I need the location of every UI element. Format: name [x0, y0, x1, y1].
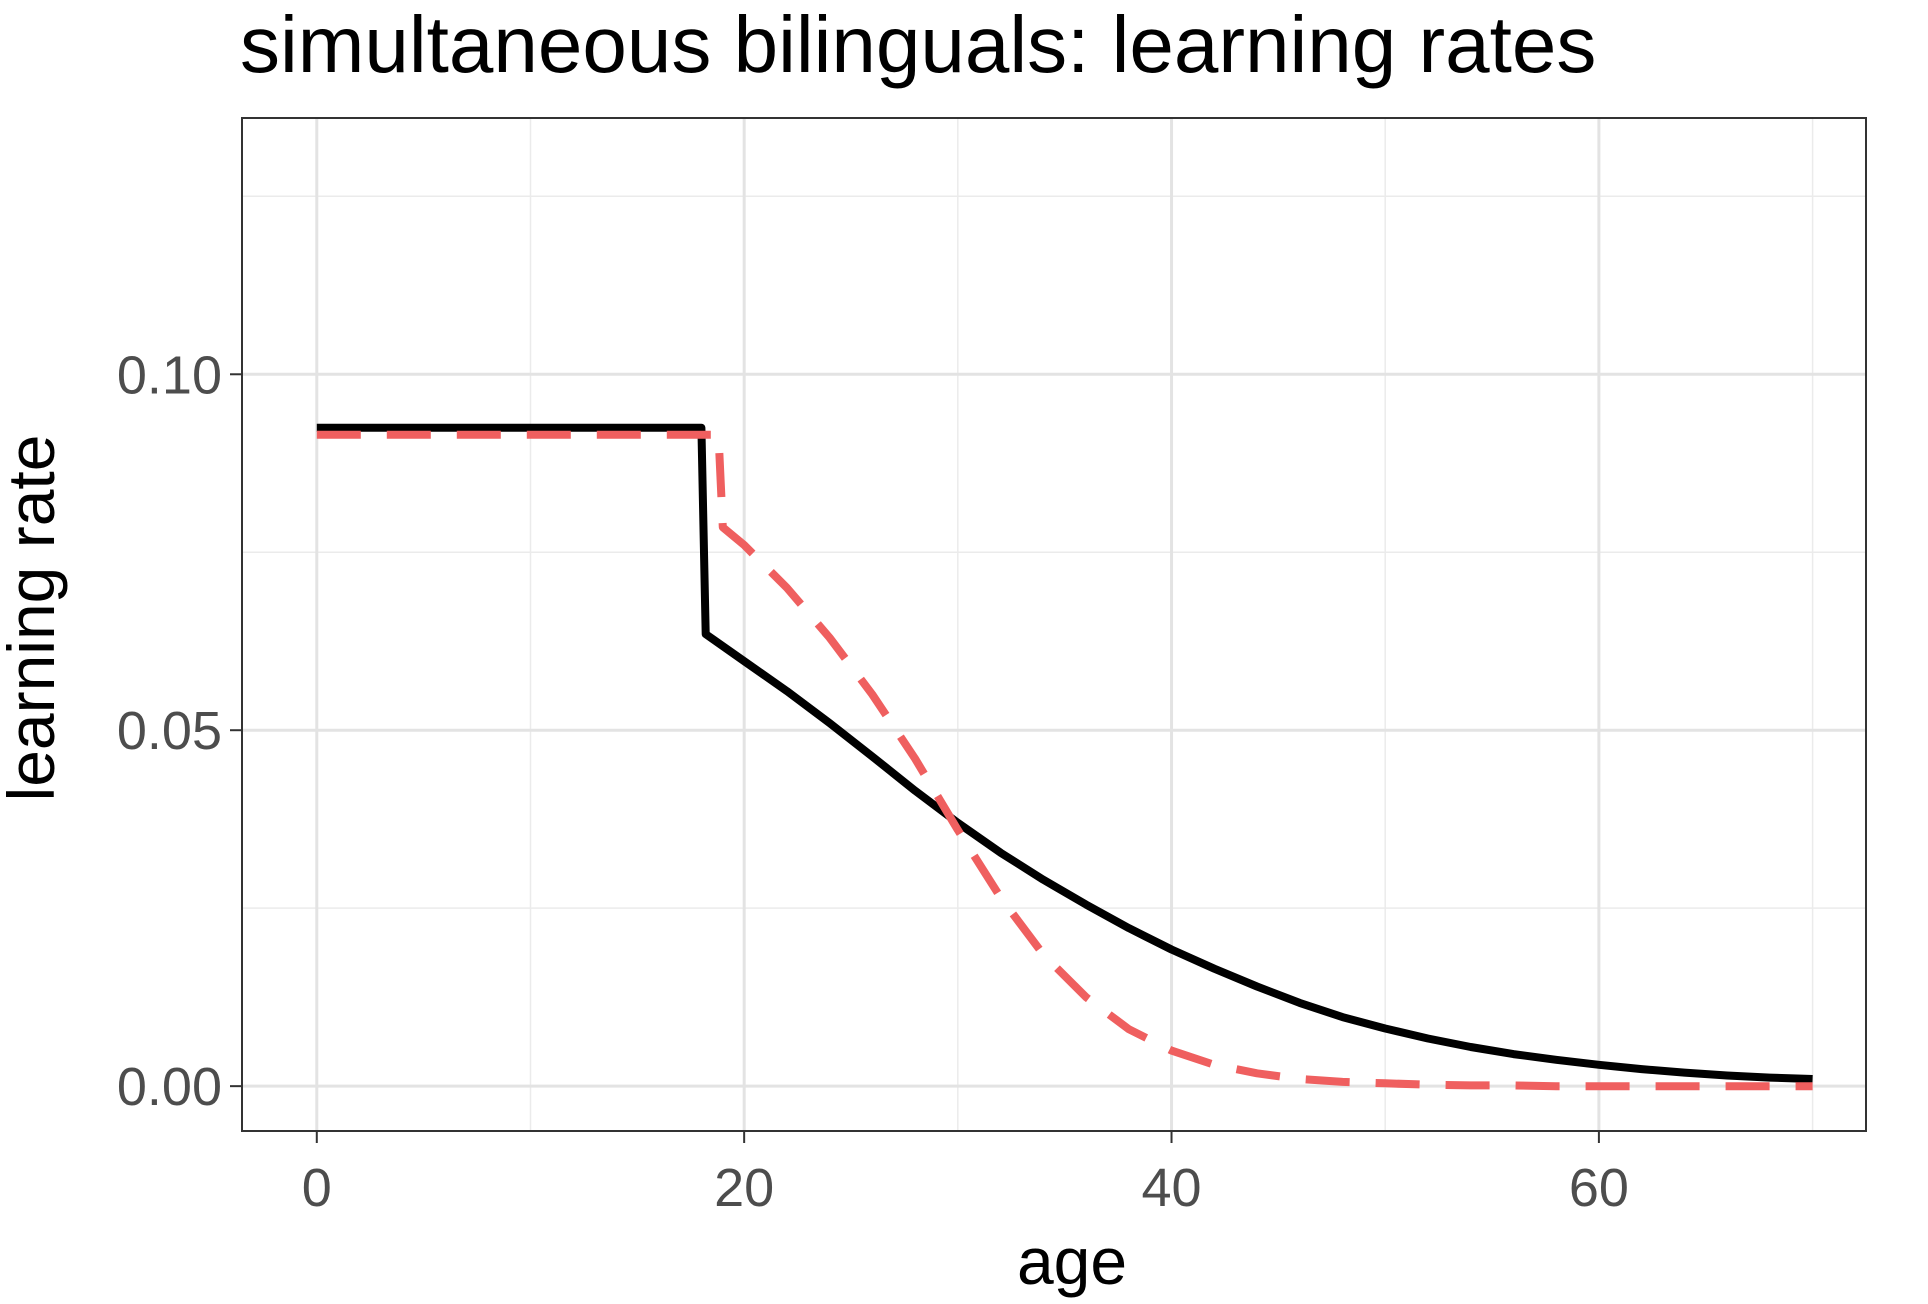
x-tick-label: 0	[302, 1158, 332, 1218]
y-tick-label: 0.10	[117, 345, 222, 405]
y-tick-label: 0.05	[117, 701, 222, 761]
x-axis-label: age	[1017, 1224, 1127, 1298]
plot-area: 0 20 40 60 0.00 0.05 0.10	[117, 117, 1867, 1218]
series-line-solid	[316, 423, 1813, 1083]
x-tick-label: 20	[714, 1158, 774, 1218]
y-tick-label: 0.00	[117, 1057, 222, 1117]
plot-background	[242, 118, 1866, 1131]
plot-border	[241, 117, 1867, 1132]
series-line-dashed	[316, 430, 1813, 1091]
chart-title: simultaneous bilinguals: learning rates	[240, 0, 1596, 89]
y-axis-label: learning rate	[0, 435, 68, 802]
x-tick-label: 40	[1141, 1158, 1201, 1218]
x-tick-label: 60	[1569, 1158, 1629, 1218]
